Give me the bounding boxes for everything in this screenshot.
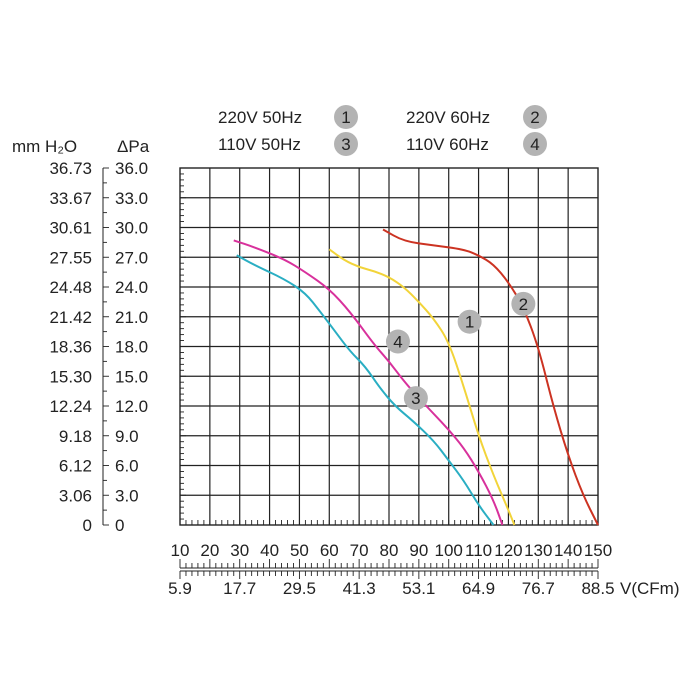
curve-badge-3 xyxy=(403,386,428,411)
y-right-tick-label: 36.0 xyxy=(115,159,148,178)
y-left-tick-label: 0 xyxy=(83,516,92,535)
y-right-tick-label: 12.0 xyxy=(115,397,148,416)
curve-badge-label-3: 3 xyxy=(411,389,420,408)
y-right-tick-label: 27.0 xyxy=(115,248,148,267)
y-left-tick-label: 18.36 xyxy=(49,338,92,357)
y-right-unit-label: ΔPa xyxy=(117,137,150,156)
curve-badge-label-1: 1 xyxy=(465,313,474,332)
x-secondary-unit-label: V(CFm) xyxy=(620,579,679,598)
y-left-tick-label: 27.55 xyxy=(49,248,92,267)
x-primary-tick-label: 60 xyxy=(320,541,339,560)
x-primary-tick-label: 80 xyxy=(380,541,399,560)
legend-badge-2 xyxy=(523,105,547,129)
legend-badge-1 xyxy=(334,105,358,129)
y-left-tick-label: 33.67 xyxy=(49,189,92,208)
series-line-4 xyxy=(233,239,504,526)
legend-badge-label-1: 1 xyxy=(341,108,350,127)
legend-badge-3 xyxy=(334,132,358,156)
grid xyxy=(179,167,599,526)
series-line-2 xyxy=(382,228,599,526)
legend-badge-4 xyxy=(523,132,547,156)
x-secondary-tick-label: 76.7 xyxy=(522,579,555,598)
x-secondary-tick-label: 88.5 xyxy=(581,579,614,598)
curve-badges: 1 2 3 4 xyxy=(385,291,536,411)
legend: 220V 50Hz 1 220V 60Hz 2 110V 50Hz 3 110V 60Hz 4 xyxy=(218,105,547,156)
x-secondary-tick-label: 53.1 xyxy=(402,579,435,598)
y-right-tick-label: 33.0 xyxy=(115,189,148,208)
y-left-tick-label: 3.06 xyxy=(59,486,92,505)
curve-badge-2 xyxy=(511,291,536,316)
x-primary-tick-label: 110 xyxy=(465,541,492,560)
y-right-tick-label: 0 xyxy=(115,516,124,535)
legend-badge-label-4: 4 xyxy=(530,135,539,154)
y-left-tick-label: 30.61 xyxy=(49,219,92,238)
y-left-tick-label: 15.30 xyxy=(49,367,92,386)
y-left-tick-label: 9.18 xyxy=(59,427,92,446)
legend-badge-label-3: 3 xyxy=(341,135,350,154)
x-secondary-tick-label: 29.5 xyxy=(283,579,316,598)
y-right-tick-label: 18.0 xyxy=(115,338,148,357)
curve-badge-label-4: 4 xyxy=(393,333,402,352)
x-primary-tick-label: 30 xyxy=(230,541,249,560)
legend-text-1: 220V 50Hz xyxy=(218,108,302,127)
x-primary-tick-label: 20 xyxy=(200,541,219,560)
y-left-tick-label: 6.12 xyxy=(59,457,92,476)
x-secondary-tick-label: 64.9 xyxy=(462,579,495,598)
legend-text-3: 110V 50Hz xyxy=(218,135,301,154)
series-lines xyxy=(233,228,599,526)
legend-text-4: 110V 60Hz xyxy=(406,135,489,154)
y-left-tick-label: 21.42 xyxy=(49,308,92,327)
legend-badge-label-2: 2 xyxy=(530,108,539,127)
y-left-tick-label: 12.24 xyxy=(49,397,92,416)
y-right-tick-label: 24.0 xyxy=(115,278,148,297)
series-line-3 xyxy=(236,254,495,526)
x-primary-tick-label: 140 xyxy=(554,541,582,560)
y-left-tick-label: 36.73 xyxy=(49,159,92,178)
y-right-tick-label: 15.0 xyxy=(115,367,148,386)
x-secondary-tick-label: 5.9 xyxy=(168,579,192,598)
y-right-tick-label: 30.0 xyxy=(115,219,148,238)
x-primary-tick-label: 130 xyxy=(524,541,552,560)
x-primary-tick-label: 90 xyxy=(409,541,428,560)
x-primary-tick-label: 10 xyxy=(171,541,190,560)
series-line-1 xyxy=(328,248,516,526)
curve-badge-1 xyxy=(457,309,482,334)
y-right-tick-label: 6.0 xyxy=(115,457,139,476)
legend-text-2: 220V 60Hz xyxy=(406,108,490,127)
x-primary-tick-label: 40 xyxy=(260,541,279,560)
x-secondary-tick-label: 17.7 xyxy=(223,579,256,598)
curve-badge-label-2: 2 xyxy=(519,295,528,314)
axis-labels: 03.066.129.1812.2415.3018.3621.4224.4827… xyxy=(12,137,679,598)
y-left-tick-label: 24.48 xyxy=(49,278,92,297)
y-right-tick-label: 21.0 xyxy=(115,308,148,327)
x-primary-tick-label: 100 xyxy=(435,541,463,560)
x-secondary-tick-label: 41.3 xyxy=(343,579,376,598)
y-left-unit-label: mm H₂O xyxy=(12,137,77,156)
axis-ticks xyxy=(102,167,599,579)
y-right-tick-label: 9.0 xyxy=(115,427,139,446)
y-right-tick-label: 3.0 xyxy=(115,486,139,505)
curve-badge-4 xyxy=(385,329,410,354)
x-primary-tick-label: 150 xyxy=(584,541,612,560)
x-primary-tick-label: 50 xyxy=(290,541,309,560)
x-primary-tick-label: 70 xyxy=(350,541,369,560)
x-primary-tick-label: 120 xyxy=(494,541,522,560)
